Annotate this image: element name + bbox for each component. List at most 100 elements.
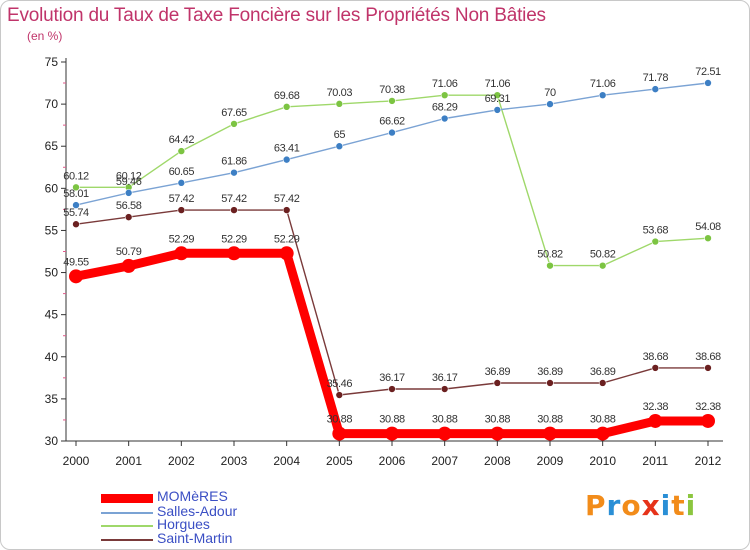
data-label: 70.38 [379,84,405,96]
data-label: 60.12 [63,170,89,182]
data-label: 52.29 [169,233,195,245]
data-point [595,426,610,441]
y-tick-label: 55 [45,223,59,237]
data-point [704,234,712,242]
data-point [332,426,347,441]
data-label: 60.65 [169,166,195,178]
data-label: 70.03 [327,87,353,99]
data-label: 36.89 [537,366,563,378]
data-point [546,379,554,387]
logo-letter: i [660,489,672,522]
x-tick-label: 2005 [326,454,353,468]
x-tick-label: 2011 [642,454,668,468]
data-point [124,189,133,197]
x-tick-label: 2006 [379,454,406,468]
x-tick-label: 2012 [695,454,722,468]
x-tick-label: 2001 [115,454,142,468]
data-label: 57.42 [274,193,300,205]
data-label: 49.55 [63,256,89,268]
data-label: 65 [334,129,346,141]
data-label: 71.06 [590,78,616,90]
data-label: 71.06 [432,78,458,90]
data-point [651,364,660,372]
y-tick-label: 35 [45,392,59,406]
logo-letter: r [606,489,622,522]
data-point [177,147,186,155]
logo-letter: o [621,489,642,522]
legend-label-0: MOMèRES [157,488,228,504]
data-point [704,79,712,87]
data-point [72,201,80,209]
data-label: 36.17 [432,372,458,384]
legend-label-3: Saint-Martin [157,530,233,546]
y-tick-label: 40 [45,350,59,364]
logo-letter: t [671,489,686,522]
x-tick-label: 2007 [431,454,458,468]
data-point [388,385,396,393]
proxiti-logo: Proxiti [585,489,696,522]
data-label: 67.65 [221,107,247,119]
data-point [598,91,607,99]
data-point [230,168,238,177]
data-label: 30.88 [379,414,405,426]
data-label: 38.68 [643,351,669,363]
data-label: 52.29 [221,233,247,245]
data-label: 71.78 [643,72,669,84]
data-label: 54.08 [695,221,721,233]
data-label: 30.88 [590,414,616,426]
data-point [385,426,399,441]
logo-letter: x [641,489,661,522]
data-point [651,237,660,246]
legend-swatch-3 [101,539,153,541]
data-point [546,100,554,108]
data-point [388,97,396,105]
data-label: 70 [544,87,556,99]
y-tick-label: 65 [45,139,59,153]
data-label: 69.68 [274,90,300,102]
data-point [335,391,344,399]
data-point [124,213,133,221]
data-point [177,206,186,214]
y-tick-label: 70 [45,97,59,111]
data-point [335,142,344,151]
data-label: 30.88 [485,414,511,426]
data-point [69,269,83,284]
data-point [493,379,502,387]
data-label: 32.38 [695,401,721,413]
data-point [72,220,80,229]
data-label: 59.46 [116,176,142,188]
data-label: 56.58 [116,200,142,212]
data-label: 66.62 [379,116,405,128]
legend-swatch-2 [101,525,153,527]
x-tick-label: 2002 [168,454,195,468]
data-label: 32.38 [643,401,669,413]
x-tick-label: 2008 [484,454,511,468]
data-label: 57.42 [169,193,195,205]
data-label: 61.86 [221,156,247,168]
data-point [598,379,607,387]
data-point [490,426,505,441]
data-label: 36.89 [590,366,616,378]
data-label: 52.29 [274,233,300,245]
x-tick-label: 2004 [273,454,300,468]
data-label: 50.82 [537,249,563,261]
data-label: 63.41 [274,143,300,155]
data-point [279,246,294,261]
data-point [598,261,607,270]
data-label: 36.17 [379,372,405,384]
data-label: 30.88 [537,414,563,426]
data-point [335,100,344,108]
data-point [440,91,449,99]
data-label: 53.68 [643,225,669,237]
y-tick-label: 60 [45,181,59,195]
data-point [388,128,396,137]
data-label: 30.88 [432,414,458,426]
x-tick-label: 2000 [63,454,90,468]
data-label: 55.74 [63,207,89,219]
data-point [437,426,452,441]
data-point [651,85,660,93]
data-point [282,206,291,214]
data-point [440,385,449,393]
data-label: 64.42 [169,134,195,146]
